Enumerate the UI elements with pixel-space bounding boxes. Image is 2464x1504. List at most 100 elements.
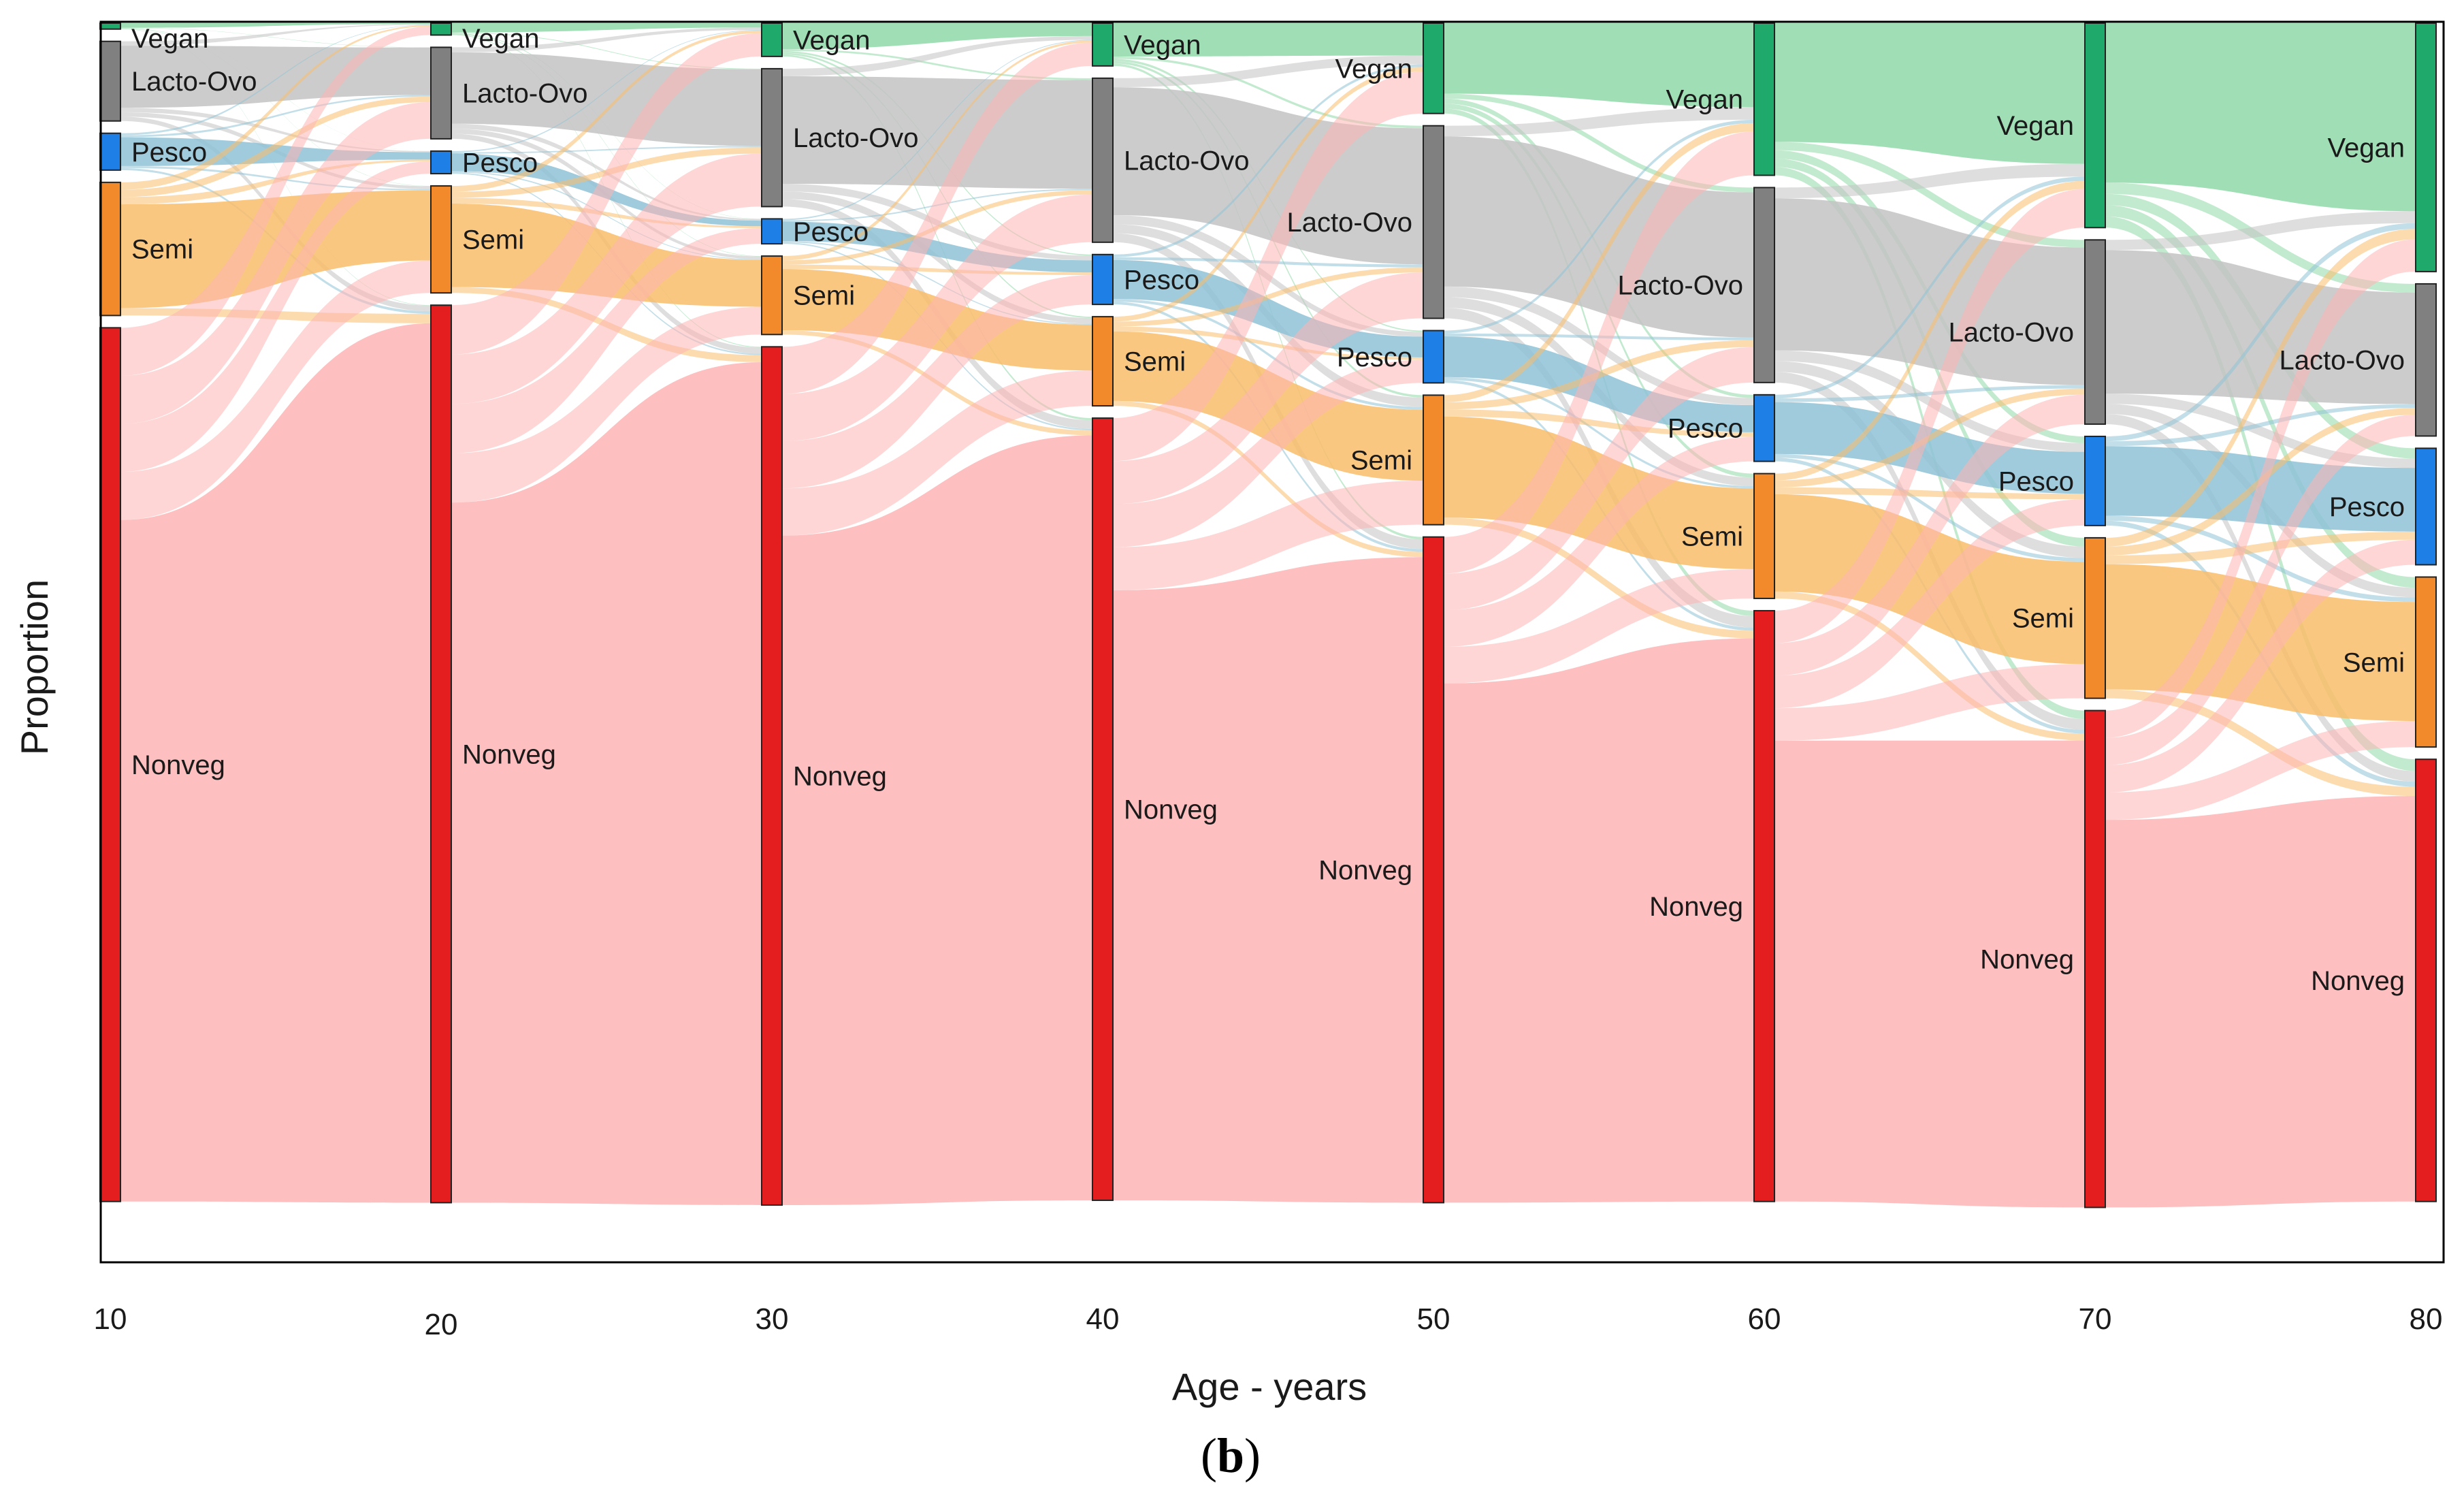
node-vegan-50 [1423,22,1444,114]
node-semi-80 [2415,576,2437,748]
flow-lacto-ovo-to-vegan-70-80 [2105,211,2416,251]
flow-pesco-to-semi-60-70 [1774,453,2085,562]
node-label-pesco-40: Pesco [1124,265,1199,295]
node-semi-50 [1423,394,1444,526]
flow-nonveg-to-lacto-ovo-30-40 [782,194,1092,441]
flow-semi-to-lacto-ovo-10-20 [120,96,431,197]
flow-pesco-to-vegan-40-50 [1113,64,1423,257]
flow-lacto-ovo-to-vegan-50-60 [1444,107,1754,137]
flow-semi-to-vegan-20-30 [451,30,762,192]
node-nonveg-50 [1423,536,1444,1204]
node-label-semi-10: Semi [131,235,193,265]
node-semi-20 [430,185,452,294]
flow-nonveg-to-semi-20-30 [451,306,762,503]
flow-pesco-to-semi-50-60 [1444,377,1754,489]
flow-nonveg-to-nonveg-40-50 [1113,557,1423,1203]
flow-vegan-to-lacto-ovo-70-80 [2105,182,2416,293]
x-tick-40: 40 [1086,1302,1120,1336]
flow-vegan-to-nonveg-30-40 [782,54,1092,421]
flow-pesco-to-pesco-60-70 [1774,402,2085,494]
node-label-semi-70: Semi [2012,604,2074,634]
flow-vegan-to-vegan-20-30 [451,23,762,33]
node-pesco-80 [2415,447,2437,566]
node-label-lacto-ovo-70: Lacto-Ovo [1948,318,2074,348]
flow-nonveg-to-vegan-10-20 [120,26,431,376]
flow-nonveg-to-nonveg-50-60 [1444,638,1754,1203]
node-label-pesco-80: Pesco [2329,492,2405,522]
flow-semi-to-semi-60-70 [1774,494,2085,665]
flow-pesco-to-vegan-30-40 [782,39,1092,221]
flow-nonveg-to-semi-60-70 [1774,664,2085,741]
plot-frame [99,20,2445,1264]
flow-nonveg-to-semi-30-40 [782,370,1092,536]
node-semi-10 [99,181,121,317]
node-label-nonveg-70: Nonveg [1980,945,2074,975]
node-label-lacto-ovo-20: Lacto-Ovo [462,79,588,109]
flow-pesco-to-lacto-ovo-10-20 [120,95,431,138]
flow-pesco-to-vegan-70-80 [2105,223,2416,442]
node-label-nonveg-40: Nonveg [1124,795,1218,825]
flow-nonveg-to-nonveg-60-70 [1774,740,2085,1208]
flow-semi-to-pesco-40-50 [1113,326,1423,360]
flow-pesco-to-vegan-20-30 [451,29,762,153]
flow-vegan-to-vegan-70-80 [2105,23,2416,212]
node-semi-40 [1092,316,1114,407]
flow-semi-to-vegan-40-50 [1113,67,1423,322]
flow-pesco-to-semi-70-80 [2105,515,2416,603]
x-tick-30: 30 [756,1302,789,1336]
node-nonveg-70 [2084,709,2106,1209]
node-lacto-ovo-80 [2415,283,2437,437]
flow-nonveg-to-pesco-20-30 [451,228,762,453]
node-label-lacto-ovo-50: Lacto-Ovo [1286,208,1412,238]
node-pesco-10 [99,132,121,171]
flow-pesco-to-lacto-ovo-70-80 [2105,404,2416,447]
flow-nonveg-to-lacto-ovo-60-70 [1774,394,2085,676]
flow-nonveg-to-semi-10-20 [120,260,431,520]
flow-semi-to-nonveg-60-70 [1774,591,2085,741]
node-nonveg-80 [2415,758,2437,1202]
node-label-semi-30: Semi [793,281,855,311]
flow-nonveg-to-semi-50-60 [1444,569,1754,684]
x-tick-10: 10 [94,1302,127,1336]
flow-vegan-to-vegan-40-50 [1113,23,1423,57]
flow-semi-to-pesco-60-70 [1774,487,2085,500]
flow-lacto-ovo-to-lacto-ovo-30-40 [782,76,1092,189]
flow-lacto-ovo-to-semi-30-40 [782,191,1092,324]
panel-label: (b) [1201,1428,1261,1483]
flow-vegan-to-vegan-60-70 [1774,23,2085,164]
node-semi-70 [2084,537,2106,699]
flow-lacto-ovo-to-pesco-10-20 [120,108,431,153]
flow-nonveg-to-lacto-ovo-70-80 [2105,415,2416,765]
flow-nonveg-to-pesco-50-60 [1444,436,1754,647]
node-label-pesco-60: Pesco [1668,414,1743,444]
node-pesco-40 [1092,253,1114,306]
node-label-layer: Vegan Lacto-Ovo Pesco Semi Nonveg Vegan Lacto-… [131,24,2405,996]
node-label-vegan-70: Vegan [1997,111,2074,141]
flow-vegan-to-semi-20-30 [451,33,762,257]
flow-nonveg-to-lacto-ovo-10-20 [120,101,431,424]
flow-nonveg-to-pesco-60-70 [1774,499,2085,709]
node-label-vegan-80: Vegan [2328,133,2405,163]
node-label-vegan-10: Vegan [131,24,208,54]
x-tick-layer: 10 20 30 40 50 60 70 80 [94,1302,2443,1341]
node-nonveg-60 [1753,609,1775,1202]
flow-lacto-ovo-to-vegan-40-50 [1113,55,1423,88]
node-lacto-ovo-50 [1423,125,1444,319]
node-label-nonveg-10: Nonveg [131,750,225,780]
node-label-semi-40: Semi [1124,347,1186,377]
node-label-lacto-ovo-30: Lacto-Ovo [793,123,919,153]
node-semi-60 [1753,473,1775,599]
flow-pesco-to-lacto-ovo-60-70 [1774,385,2085,402]
flow-vegan-to-vegan-30-40 [782,23,1092,50]
node-label-pesco-20: Pesco [462,148,538,178]
flow-nonveg-to-nonveg-10-20 [120,323,431,1203]
node-pesco-50 [1423,330,1444,384]
flow-pesco-to-vegan-10-20 [120,25,431,135]
node-lacto-ovo-70 [2084,239,2106,425]
node-label-vegan-50: Vegan [1335,54,1412,84]
flow-vegan-to-nonveg-10-20 [120,29,431,306]
flow-nonveg-to-pesco-70-80 [2105,539,2416,793]
flow-lacto-ovo-to-lacto-ovo-70-80 [2105,250,2416,404]
node-label-lacto-ovo-10: Lacto-Ovo [131,67,257,97]
flow-nonveg-to-lacto-ovo-20-30 [451,153,762,404]
